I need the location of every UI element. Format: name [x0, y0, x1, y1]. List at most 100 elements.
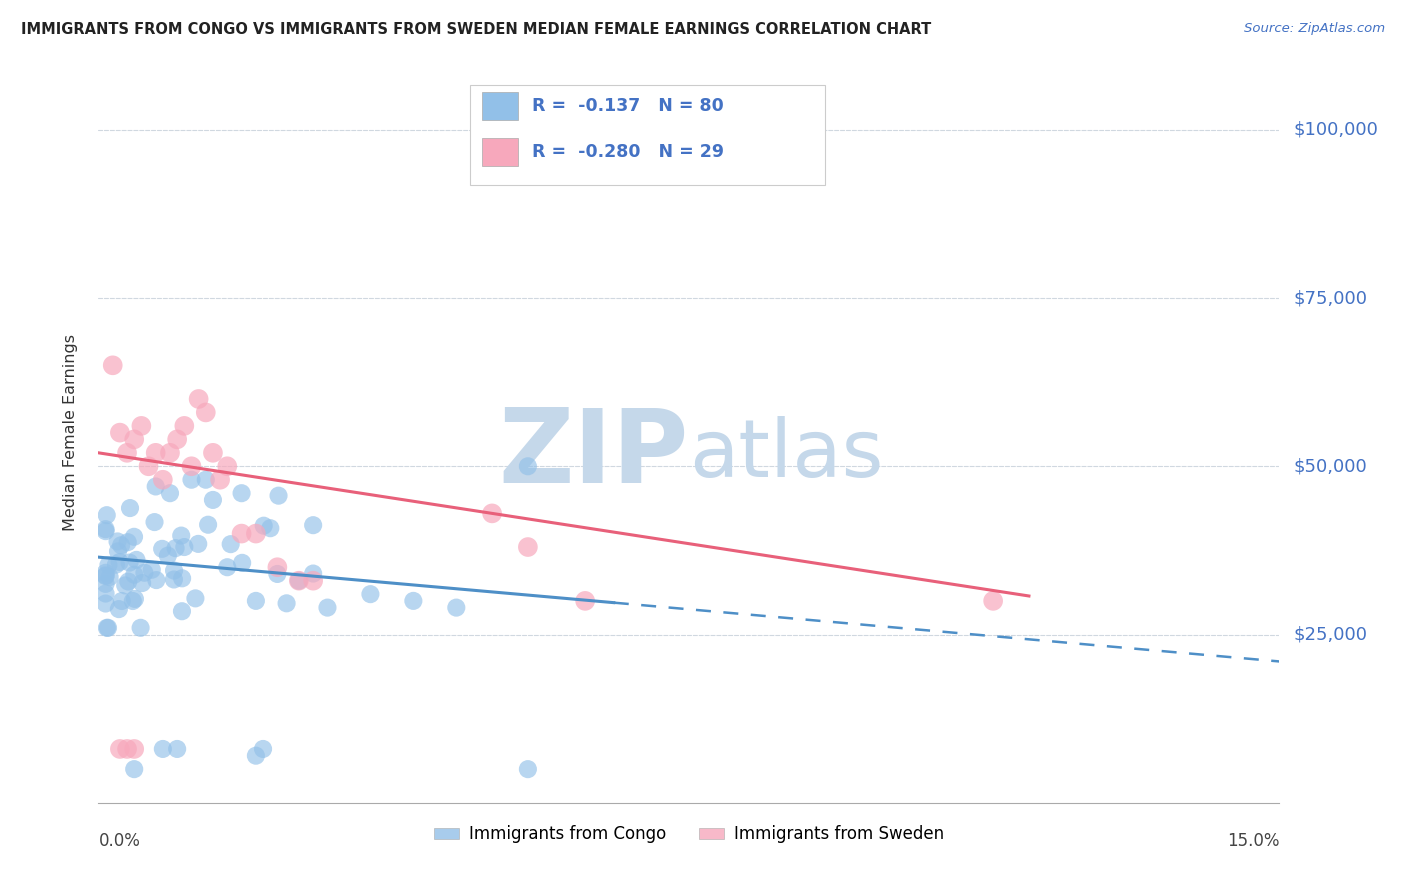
Point: [253, 518, 276, 533]
Point: [252, 742, 274, 756]
Point: [245, 526, 267, 541]
Point: [115, 742, 138, 756]
Point: [104, 558, 127, 572]
Point: [197, 517, 219, 532]
Point: [166, 742, 188, 756]
Point: [266, 566, 288, 581]
Point: [117, 535, 139, 549]
FancyBboxPatch shape: [482, 92, 517, 120]
Point: [94, 566, 117, 580]
Legend: Immigrants from Congo, Immigrants from Sweden: Immigrants from Congo, Immigrants from S…: [427, 819, 950, 850]
Point: [201, 492, 224, 507]
Point: [107, 544, 129, 558]
Point: [163, 564, 186, 578]
Point: [217, 560, 239, 574]
Point: [145, 479, 167, 493]
Point: [165, 541, 187, 556]
Point: [359, 587, 381, 601]
Point: [122, 530, 145, 544]
Point: [152, 473, 174, 487]
Point: [122, 742, 145, 756]
Point: [194, 405, 217, 419]
Point: [118, 556, 141, 570]
Point: [574, 594, 596, 608]
Point: [108, 555, 131, 569]
Point: [94, 586, 117, 600]
Point: [187, 537, 209, 551]
Point: [117, 574, 139, 589]
Point: [187, 392, 209, 406]
Text: $25,000: $25,000: [1294, 625, 1368, 643]
Point: [134, 566, 156, 580]
Point: [219, 537, 242, 551]
Point: [266, 560, 288, 574]
Point: [129, 621, 152, 635]
Point: [201, 446, 224, 460]
Text: IMMIGRANTS FROM CONGO VS IMMIGRANTS FROM SWEDEN MEDIAN FEMALE EARNINGS CORRELATI: IMMIGRANTS FROM CONGO VS IMMIGRANTS FROM…: [21, 22, 931, 37]
Y-axis label: Median Female Earnings: Median Female Earnings: [63, 334, 77, 531]
Point: [150, 541, 173, 556]
Point: [145, 573, 167, 587]
Point: [108, 742, 131, 756]
Point: [131, 576, 153, 591]
Text: 15.0%: 15.0%: [1227, 832, 1279, 850]
Point: [516, 762, 538, 776]
Point: [145, 446, 167, 460]
Point: [166, 433, 188, 447]
Point: [481, 507, 503, 521]
Text: Source: ZipAtlas.com: Source: ZipAtlas.com: [1244, 22, 1385, 36]
Point: [302, 566, 325, 581]
FancyBboxPatch shape: [471, 85, 825, 185]
Point: [170, 528, 193, 542]
Point: [98, 570, 121, 584]
Point: [446, 600, 468, 615]
Point: [173, 418, 195, 433]
Point: [231, 486, 253, 500]
Text: ZIP: ZIP: [499, 404, 689, 506]
Point: [94, 522, 117, 536]
Point: [302, 574, 325, 588]
Point: [276, 596, 298, 610]
Point: [516, 540, 538, 554]
Point: [143, 515, 166, 529]
Point: [118, 501, 141, 516]
Point: [115, 446, 138, 460]
Point: [94, 597, 117, 611]
Point: [209, 473, 232, 487]
Text: 0.0%: 0.0%: [98, 832, 141, 850]
Point: [402, 594, 425, 608]
Text: $50,000: $50,000: [1294, 458, 1368, 475]
Text: $100,000: $100,000: [1294, 120, 1378, 139]
Point: [159, 486, 181, 500]
Point: [981, 594, 1004, 608]
Point: [288, 574, 311, 588]
Point: [138, 459, 160, 474]
Point: [114, 578, 136, 592]
Point: [122, 762, 145, 776]
Point: [101, 359, 124, 373]
Point: [156, 549, 179, 563]
Point: [97, 621, 120, 635]
Point: [231, 526, 253, 541]
Point: [110, 538, 132, 552]
Point: [96, 508, 118, 523]
Point: [122, 433, 145, 447]
Point: [94, 569, 117, 583]
Point: [111, 594, 134, 608]
Point: [259, 521, 281, 535]
Point: [217, 459, 239, 474]
Point: [316, 600, 339, 615]
Point: [124, 591, 146, 606]
Point: [170, 604, 193, 618]
Point: [231, 556, 253, 570]
Text: $75,000: $75,000: [1294, 289, 1368, 307]
Point: [94, 524, 117, 538]
Point: [184, 591, 207, 606]
Point: [131, 418, 153, 433]
Point: [124, 567, 146, 582]
Point: [172, 571, 194, 585]
Point: [288, 574, 311, 588]
Text: atlas: atlas: [689, 416, 883, 494]
Point: [108, 425, 131, 440]
Point: [96, 621, 118, 635]
